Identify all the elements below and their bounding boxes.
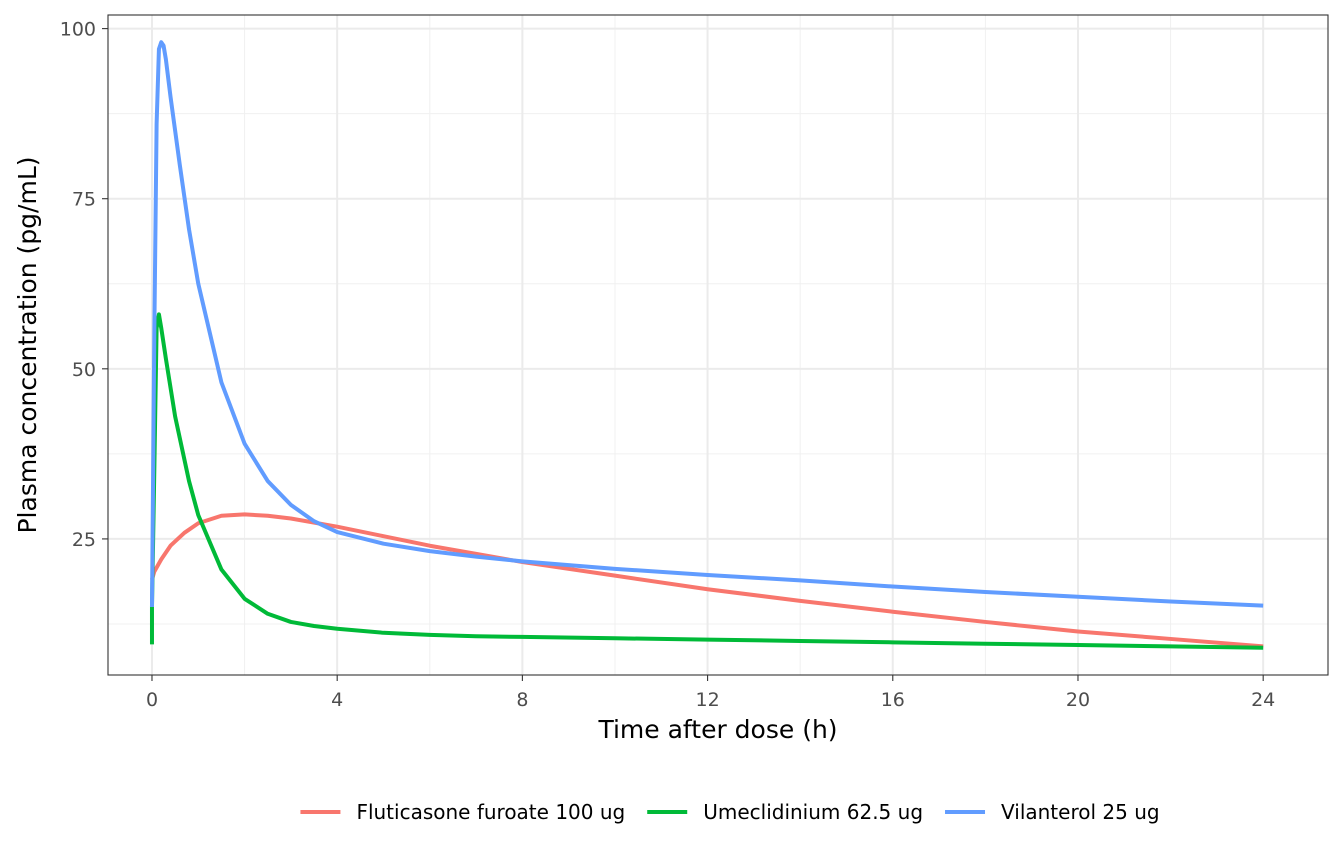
panel-border [107, 14, 1329, 676]
legend: Fluticasone furoate 100 ug Umeclidinium 6… [300, 800, 1160, 824]
series-layer [149, 40, 1264, 650]
series-line-1 [149, 312, 1264, 650]
x-axis: 0 4 8 12 16 20 24 [146, 675, 1275, 711]
x-tick-label: 12 [695, 689, 719, 711]
series-line-0 [150, 512, 1264, 649]
series-line-2 [149, 40, 1264, 608]
grid-minor [108, 15, 1328, 675]
x-tick-label: 24 [1251, 689, 1275, 711]
x-tick-label: 4 [331, 689, 343, 711]
y-tick-label: 25 [72, 529, 96, 551]
y-tick-label: 100 [60, 19, 96, 41]
x-tick-label: 16 [881, 689, 905, 711]
x-tick-label: 20 [1066, 689, 1090, 711]
y-tick-label: 50 [72, 359, 96, 381]
x-tick-label: 0 [146, 689, 158, 711]
y-axis-title: Plasma concentration (pg/mL) [13, 156, 42, 533]
y-tick-label: 75 [72, 189, 96, 211]
x-axis-title: Time after dose (h) [597, 715, 837, 744]
legend-label: Vilanterol 25 ug [1001, 800, 1160, 824]
legend-label: Fluticasone furoate 100 ug [356, 800, 625, 824]
x-tick-label: 8 [516, 689, 528, 711]
y-axis: 25 50 75 100 [60, 19, 108, 551]
legend-label: Umeclidinium 62.5 ug [703, 800, 923, 824]
